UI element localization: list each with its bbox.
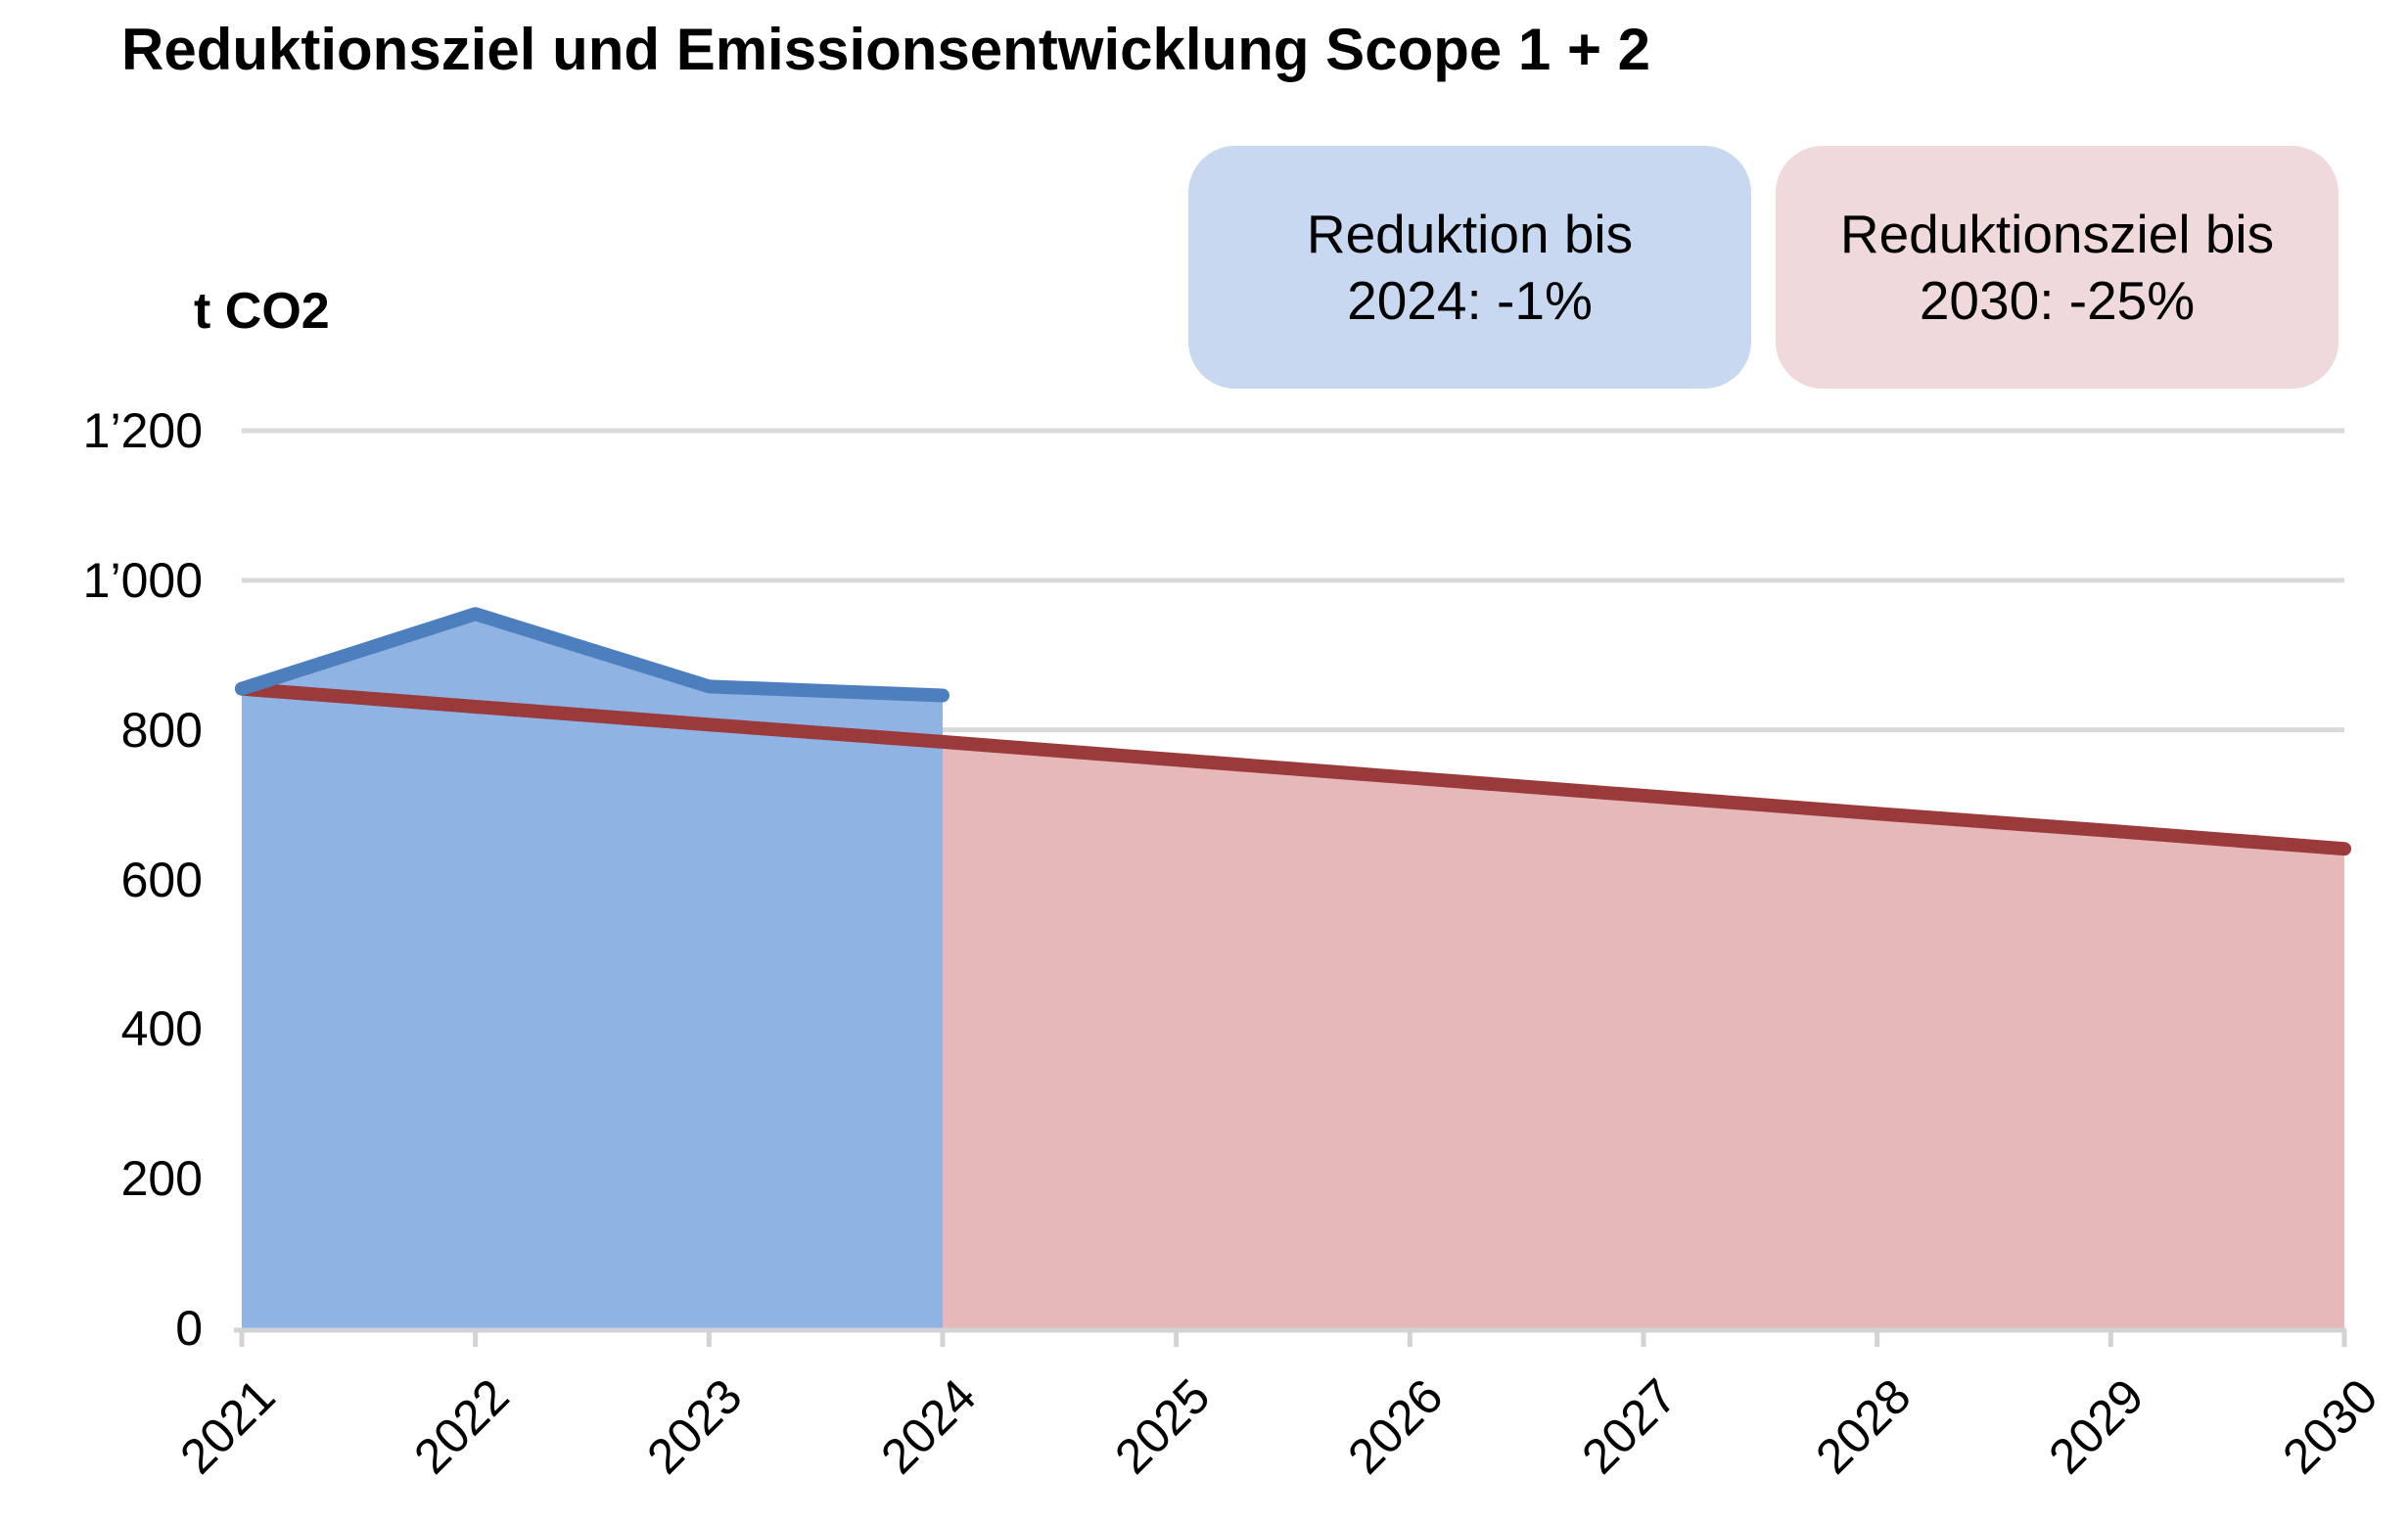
legend-badge-line: Reduktionsziel bis: [1839, 204, 2275, 264]
y-tick-label: 1’200: [82, 403, 203, 458]
legend-badge-line: Reduktion bis: [1306, 204, 1634, 264]
actual-line: [235, 607, 949, 703]
y-tick-label: 1’000: [82, 552, 203, 608]
y-tick-label: 400: [120, 1001, 203, 1057]
target-line: [235, 681, 2351, 856]
y-tick-label: 0: [175, 1301, 203, 1356]
y-tick-label: 800: [120, 702, 203, 758]
chart-title: Reduktionsziel und Emissionsentwicklung …: [121, 17, 1651, 82]
legend-badge-target-2030: Reduktionsziel bis 2030: -25%: [1776, 146, 2339, 389]
actual-area: [242, 614, 943, 1328]
legend-badge-line: 2030: -25%: [1919, 270, 2196, 331]
y-tick-label: 200: [120, 1151, 203, 1207]
legend-badge-reduction-2024: Reduktion bis 2024: -1%: [1188, 146, 1751, 389]
legend-badge-line: 2024: -1%: [1347, 270, 1593, 331]
y-tick-label: 600: [120, 852, 203, 907]
y-axis-title: t CO2: [194, 283, 330, 340]
